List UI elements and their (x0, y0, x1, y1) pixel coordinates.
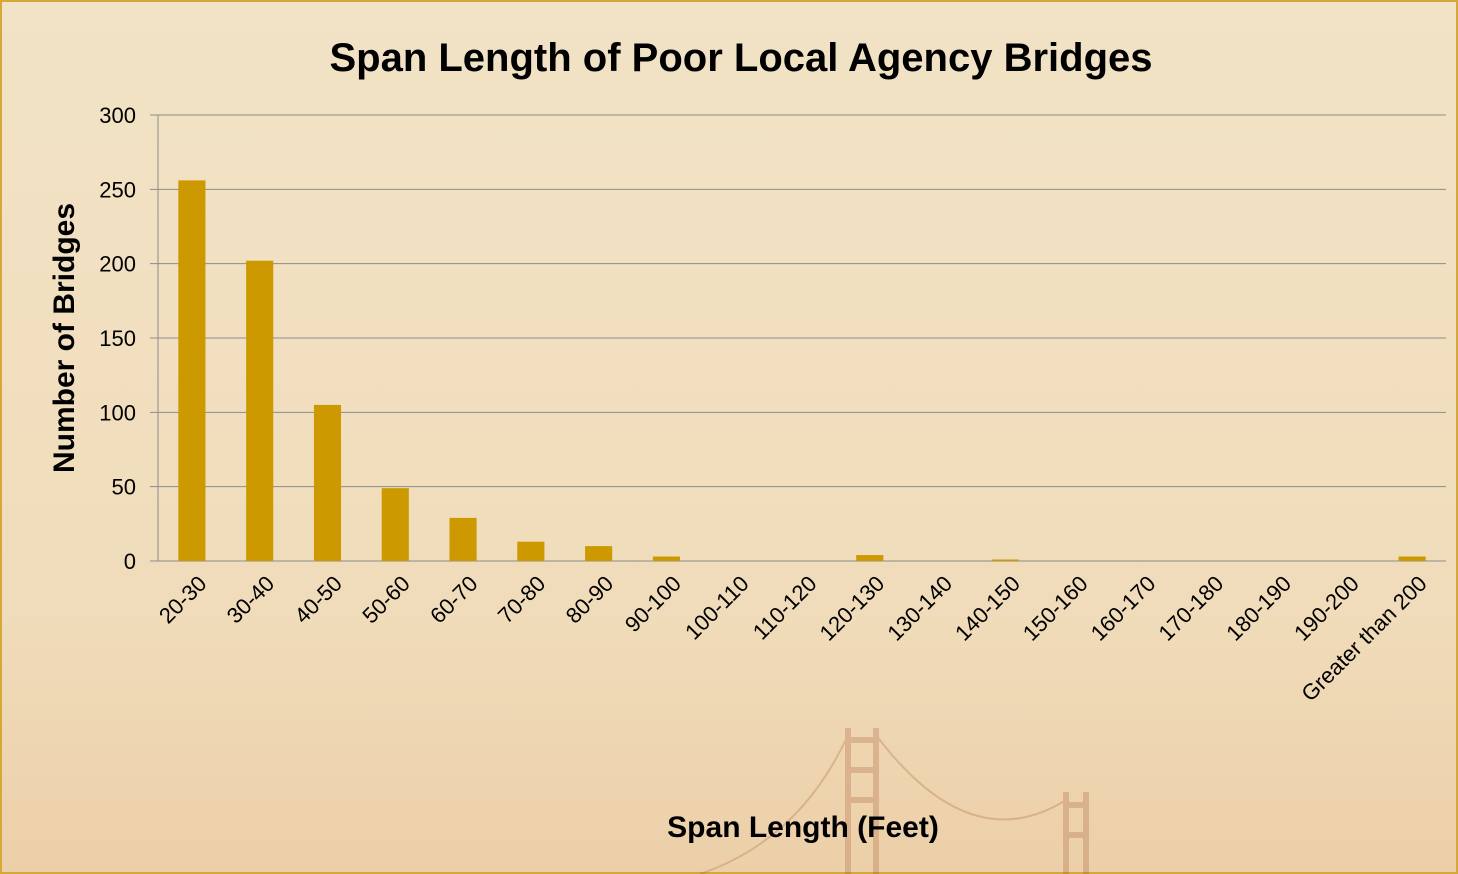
y-tick-label: 50 (112, 475, 136, 500)
y-tick-label: 150 (99, 326, 136, 351)
y-tick-label: 100 (99, 400, 136, 425)
bar (246, 261, 273, 561)
bar (992, 560, 1019, 561)
bar (178, 180, 205, 561)
y-tick-label: 300 (99, 103, 136, 128)
bar (653, 557, 680, 561)
bar (517, 542, 544, 561)
y-tick-label: 0 (124, 549, 136, 574)
bar (585, 546, 612, 561)
y-tick-label: 250 (99, 177, 136, 202)
page: {"chart_data": {"type": "bar", "title": … (0, 0, 1458, 874)
background (0, 0, 1458, 874)
y-axis-label: Number of Bridges (48, 203, 81, 473)
bar (449, 518, 476, 561)
bar (856, 555, 883, 561)
chart-title: Span Length of Poor Local Agency Bridges (329, 36, 1152, 80)
x-axis-label: Span Length (Feet) (667, 811, 939, 844)
bar (382, 488, 409, 561)
bar (314, 405, 341, 561)
y-tick-label: 200 (99, 252, 136, 277)
chart: Span Length of Poor Local Agency Bridges… (0, 0, 1458, 874)
bar (1399, 557, 1426, 561)
